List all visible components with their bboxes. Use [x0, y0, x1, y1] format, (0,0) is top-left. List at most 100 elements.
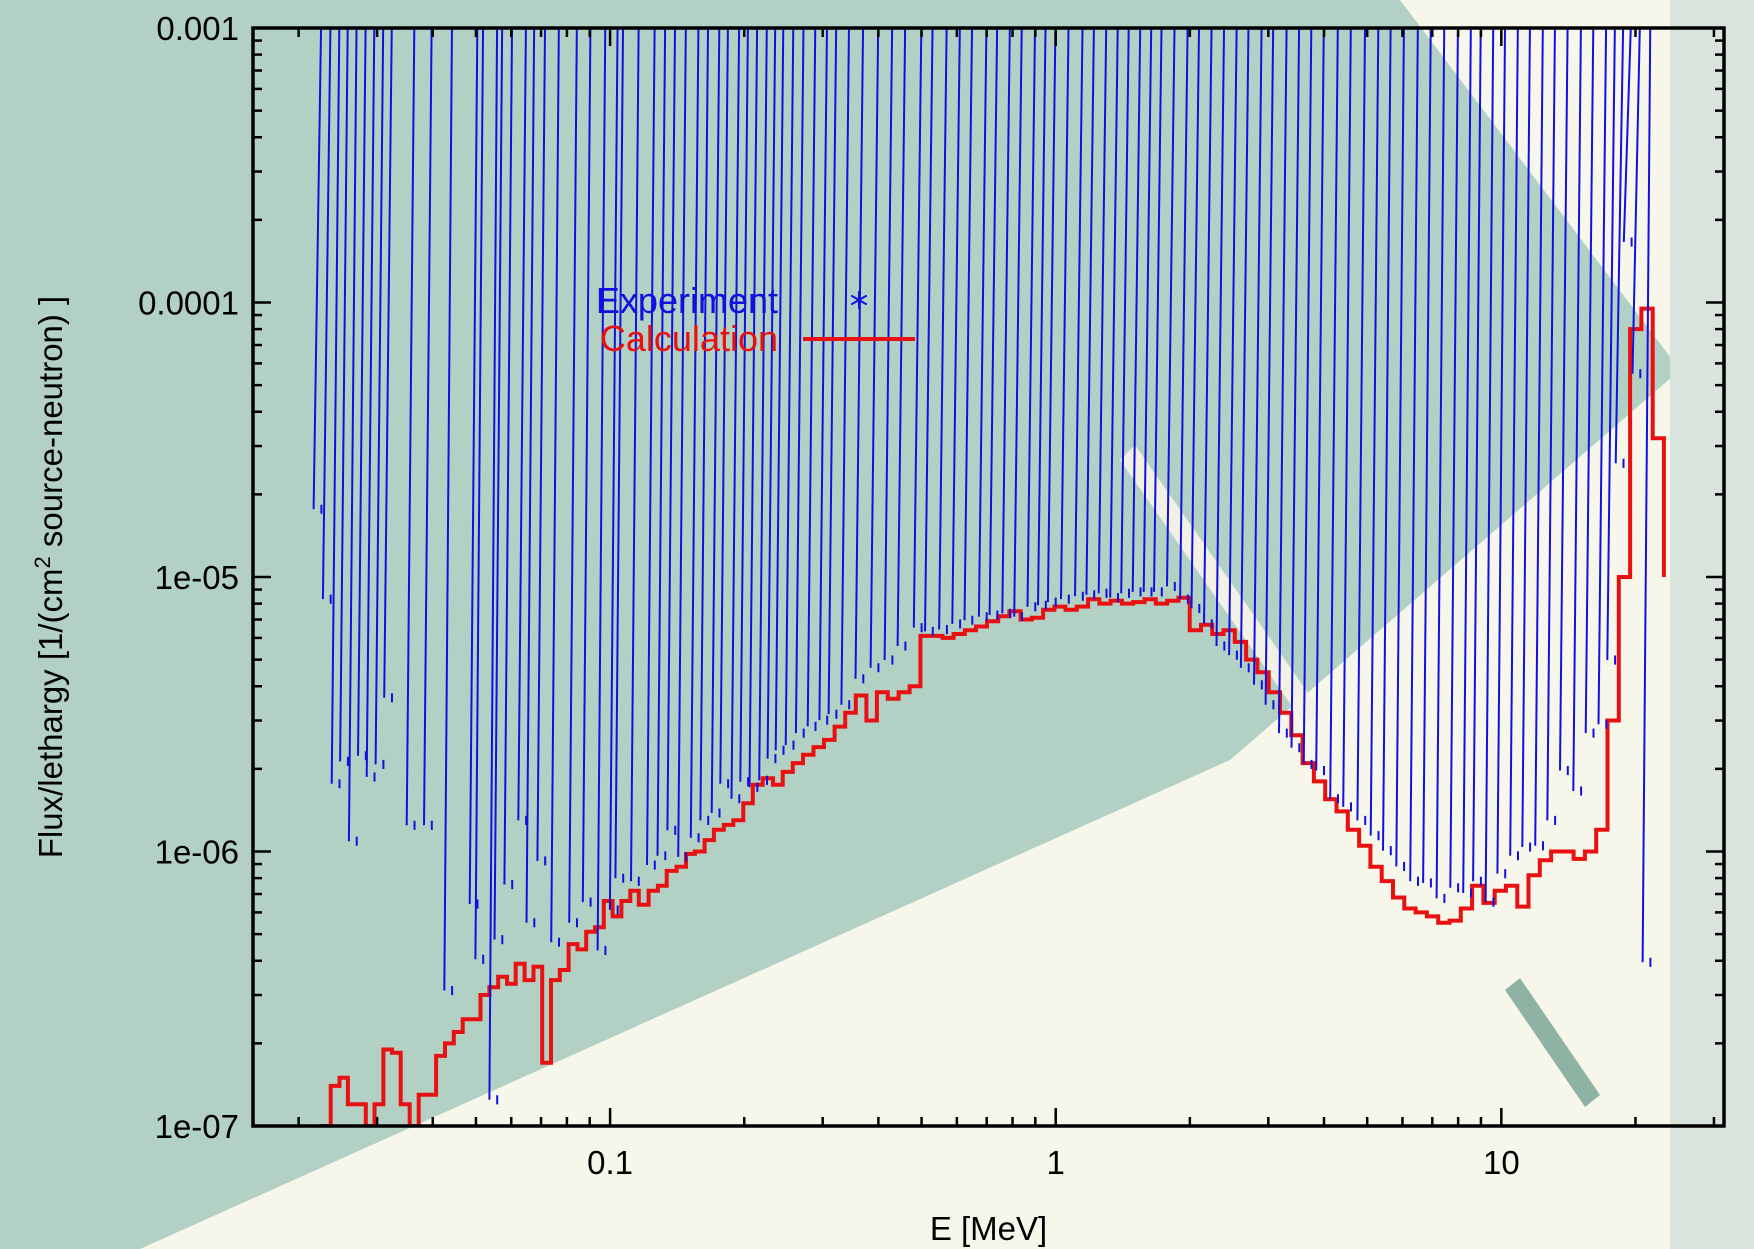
experiment-point	[924, 28, 934, 636]
legend-label-calculation: Calculation	[600, 318, 778, 359]
experiment-point	[988, 28, 999, 620]
experiment-point	[854, 28, 865, 684]
experiment-point	[1097, 28, 1108, 598]
experiment-point	[1001, 28, 1012, 618]
experiment-point	[1534, 28, 1544, 851]
experiment-point	[869, 28, 880, 673]
experiment-point	[677, 28, 687, 862]
experiment-point	[963, 28, 974, 625]
experiment-point	[730, 28, 741, 804]
experiment-point	[656, 28, 667, 861]
experiment-point	[443, 28, 454, 996]
experiment-point	[912, 28, 923, 633]
experiment-point	[1342, 28, 1352, 812]
experiment-point	[1179, 28, 1189, 604]
experiment-point	[699, 28, 710, 825]
experiment-point	[1239, 28, 1250, 673]
experiment-point	[474, 28, 485, 964]
experiment-point	[525, 28, 536, 928]
experiment-point	[766, 28, 777, 764]
x-tick-label: 10	[1483, 1144, 1520, 1181]
experiment-point	[405, 28, 416, 830]
experiment-point	[758, 28, 768, 785]
experiment-point	[1572, 28, 1583, 796]
experiment-point	[630, 28, 640, 886]
y-tick-label: 0.0001	[138, 285, 239, 322]
experiment-point	[1472, 28, 1482, 886]
experiment-point	[1521, 28, 1532, 852]
x-axis-label: E [MeV]	[930, 1210, 1047, 1247]
backdrop-bar-small	[1505, 978, 1600, 1107]
experiment-point	[488, 28, 499, 1105]
experiment-point	[550, 28, 560, 947]
experiment-point	[1382, 28, 1392, 856]
experiment-point	[1203, 28, 1213, 629]
experiment-point	[1409, 28, 1419, 886]
y-tick-label: 1e-07	[155, 1108, 239, 1145]
experiment-point	[1026, 28, 1037, 612]
experiment-point	[1356, 28, 1367, 825]
backdrop-bar	[1120, 445, 1320, 725]
experiment-point	[1278, 28, 1288, 738]
y-axis-label-main: Flux/lethargy [1/(cm	[32, 568, 69, 858]
experiment-point	[1546, 28, 1557, 825]
experiment-point	[1369, 28, 1380, 841]
experiment-point	[1422, 28, 1432, 888]
experiment-point	[1631, 28, 1642, 379]
experiment-point	[1641, 28, 1652, 967]
experiment-point	[330, 28, 341, 789]
experiment-point	[347, 28, 358, 846]
experiment-point	[1559, 28, 1569, 776]
experiment-point	[1597, 28, 1608, 729]
experiment-point	[1449, 28, 1460, 893]
experiment-point	[666, 28, 677, 835]
experiment-point	[951, 28, 962, 629]
experiment-point	[1302, 28, 1313, 769]
experiment-point	[493, 28, 504, 945]
experiment-point	[1215, 28, 1226, 651]
experiment-point	[374, 28, 385, 769]
experiment-point	[1228, 28, 1238, 660]
experiment-point	[1074, 28, 1084, 601]
experiment-point	[1190, 28, 1201, 613]
backdrop-strip	[1670, 0, 1754, 1249]
experiment-point	[1484, 28, 1495, 907]
experiment-point	[1435, 28, 1446, 903]
experiment-point	[883, 28, 894, 665]
experiment-point	[1060, 28, 1070, 604]
experiment-point	[794, 28, 805, 738]
experiment-point	[1329, 28, 1339, 804]
experiment-point	[468, 28, 479, 909]
experiment-point	[503, 28, 514, 890]
y-axis-label-superscript: 2	[30, 556, 55, 568]
experiment-point	[383, 28, 393, 703]
experiment-point	[784, 28, 795, 750]
experiment-point	[977, 28, 988, 622]
experiment-point	[1462, 28, 1472, 898]
experiment-point	[1496, 28, 1507, 879]
experiment-point	[774, 28, 785, 755]
experiment-point	[423, 28, 433, 830]
experiment-point	[1109, 28, 1119, 603]
experiment-point	[646, 28, 656, 870]
experiment-point	[748, 28, 759, 792]
legend-marker-experiment	[850, 291, 868, 309]
plot-area	[312, 28, 1666, 1126]
experiment-point	[1085, 28, 1096, 600]
experiment-point	[339, 28, 349, 766]
experiment-point	[1290, 28, 1301, 753]
experiment-point	[1013, 28, 1023, 622]
experiment-point	[1253, 28, 1263, 690]
y-tick-label: 1e-06	[155, 834, 239, 871]
experiment-point	[818, 28, 829, 725]
experiment-point	[1584, 28, 1595, 738]
y-axis-label: Flux/lethargy [1/(cm2 source-neutron) ]	[30, 296, 70, 858]
experiment-point	[1142, 28, 1153, 597]
experiment-point	[1614, 28, 1625, 468]
experiment-point	[840, 28, 851, 710]
experiment-point	[1046, 28, 1057, 607]
experiment-point	[938, 28, 948, 635]
experiment-point	[827, 28, 838, 719]
experiment-point	[1153, 28, 1163, 597]
